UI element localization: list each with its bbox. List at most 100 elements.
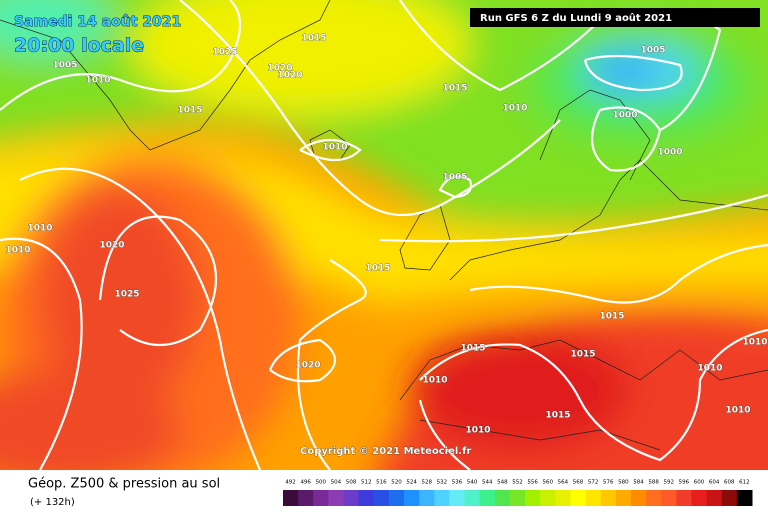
scale-cell [630, 490, 647, 506]
isobar [268, 338, 337, 383]
blue-low [595, 58, 655, 82]
scale-cell [283, 490, 299, 506]
isobar [179, 0, 561, 216]
scale-label: 600 [694, 480, 705, 486]
isobar [419, 328, 768, 462]
scale-label: 608 [724, 480, 735, 486]
isobar-label: 1010 [725, 406, 750, 416]
isobar [0, 0, 241, 111]
isobar [590, 106, 662, 172]
isobar [296, 259, 367, 470]
scale-cell [404, 490, 420, 506]
footer-lead: (+ 132h) [30, 497, 75, 508]
scale-cell [419, 490, 435, 506]
scale-cell [525, 490, 541, 506]
isobar-label: 1015 [442, 84, 467, 94]
scale-label: 564 [558, 480, 569, 486]
scale-label: 532 [437, 480, 448, 486]
isobar-label: 1010 [27, 224, 52, 234]
isobar-label: 1000 [612, 111, 637, 121]
scale-cell [676, 490, 692, 506]
scale-label: 580 [618, 480, 629, 486]
scale-label: 588 [648, 480, 659, 486]
scale-cell [313, 490, 329, 506]
isobars [0, 0, 768, 470]
scale-cell [570, 490, 587, 506]
scale-cell [540, 490, 556, 506]
isobar-label: 1020 [277, 71, 302, 81]
isobar-label: 1025 [114, 290, 139, 300]
coastline [0, 0, 331, 151]
isobar-label: 1020 [295, 361, 320, 371]
coastlines [0, 0, 768, 451]
isobar-label: 1010 [422, 376, 447, 386]
scale-label: 556 [527, 480, 538, 486]
scale-label: 576 [603, 480, 614, 486]
isobar-label: 1015 [177, 106, 202, 116]
isobar-label: 1025 [212, 48, 237, 58]
isobar [583, 54, 683, 92]
scale-label: 512 [361, 480, 372, 486]
scale-label: 560 [543, 480, 554, 486]
coastline [419, 419, 661, 451]
yellow-region [130, 0, 470, 115]
scale-cell [358, 490, 375, 506]
scale-cell [706, 490, 723, 506]
isobar-labels: 1005101010251015102010201015101510101005… [5, 33, 768, 436]
isobar [418, 399, 471, 470]
scale-cell [646, 490, 662, 506]
isobar-label: 1015 [460, 344, 485, 354]
scale-label: 604 [709, 480, 720, 486]
isobar [438, 175, 473, 199]
forecast-date: Samedi 14 août 2021 [14, 14, 181, 30]
color-scale: 492 496 500 504 508 512 516 520 524 528 532 536 540 5… [283, 480, 753, 506]
isobar-label: 1015 [570, 350, 595, 360]
scale-cell [555, 490, 571, 506]
scale-label: 500 [316, 480, 327, 486]
footer-title: Géop. Z500 & pression au sol [28, 477, 220, 492]
isobar [469, 243, 768, 304]
isobar-label: 1020 [99, 241, 124, 251]
scale-cell [494, 490, 511, 506]
isobar [379, 193, 768, 243]
isobar-label: 1010 [465, 426, 490, 436]
isobar-label: 1010 [742, 338, 767, 348]
isobar-label: 1020 [267, 64, 292, 74]
scale-cell [479, 490, 496, 506]
coastline [539, 89, 651, 181]
scale-label: 508 [346, 480, 357, 486]
scale-cell [328, 490, 345, 506]
coastline [399, 339, 768, 401]
isobar-label: 1015 [545, 411, 570, 421]
copyright: Copyright © 2021 Meteociel.fr [300, 446, 471, 457]
scale-label: 568 [573, 480, 584, 486]
isobar [98, 215, 218, 347]
scale-label: 504 [331, 480, 342, 486]
scale-label: 536 [452, 480, 463, 486]
scale-cell [615, 490, 632, 506]
isobar-label: 1005 [640, 46, 665, 56]
isobar-label: 1000 [657, 148, 682, 158]
scale-label: 520 [391, 480, 402, 486]
isobar-label: 1010 [85, 76, 110, 86]
scale-label: 596 [679, 480, 690, 486]
isobar-label: 1010 [322, 143, 347, 153]
scale-label: 572 [588, 480, 599, 486]
scale-cell [464, 490, 481, 506]
scale-label: 552 [512, 480, 523, 486]
scale-cell [736, 490, 753, 506]
isobar [299, 139, 362, 161]
scale-label: 584 [633, 480, 644, 486]
isobar-label: 1010 [697, 364, 722, 374]
dark-red-region [410, 330, 630, 450]
isobar-label: 1015 [365, 264, 390, 274]
run-info: Run GFS 6 Z du Lundi 9 août 2021 [480, 12, 672, 24]
coastline [399, 204, 451, 271]
cyan-region [0, 0, 110, 55]
scale-cell [691, 490, 708, 506]
isobar-label: 1010 [502, 104, 527, 114]
isobar-label: 1010 [5, 246, 30, 256]
forecast-time: 20:00 locale [14, 35, 144, 57]
